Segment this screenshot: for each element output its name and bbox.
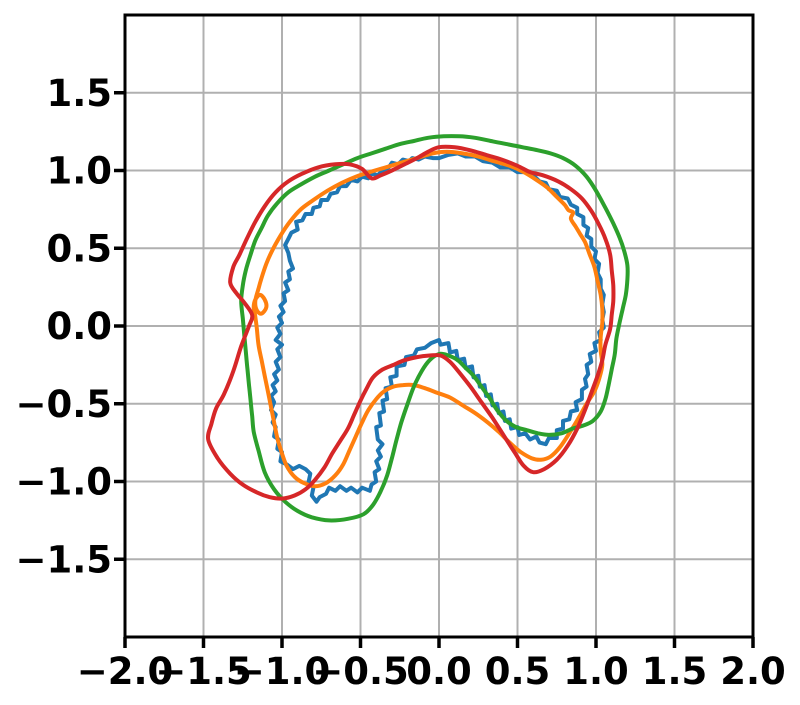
x-tick-label: −0.5 bbox=[312, 650, 409, 693]
y-tick-label: −0.5 bbox=[15, 383, 112, 426]
ticks bbox=[114, 91, 755, 648]
x-tick-label: 0.5 bbox=[485, 650, 551, 693]
series-group bbox=[205, 134, 630, 523]
tick-labels: −2.0−1.5−1.0−0.50.0 0.5 1.0 1.5 2.01.51.00.5… bbox=[15, 72, 785, 693]
y-tick-label: 1.5 bbox=[46, 72, 112, 115]
y-tick-label: −1.0 bbox=[15, 461, 112, 504]
x-tick-label: 2.0 bbox=[720, 650, 786, 693]
series-green-smooth-contour bbox=[239, 134, 630, 523]
series-red-smooth-contour bbox=[205, 144, 616, 501]
x-tick-label: −2.0 bbox=[77, 650, 174, 693]
x-tick-label: 1.5 bbox=[642, 650, 708, 693]
x-tick-label: −1.0 bbox=[234, 650, 331, 693]
y-tick-label: 1.0 bbox=[46, 150, 112, 193]
y-tick-label: −1.5 bbox=[15, 538, 112, 581]
x-tick-label: 0.0 bbox=[406, 650, 472, 693]
y-tick-label: 0.0 bbox=[46, 305, 112, 348]
x-tick-label: 1.0 bbox=[563, 650, 629, 693]
grid bbox=[125, 15, 753, 637]
y-tick-label: 0.5 bbox=[46, 227, 112, 270]
x-tick-label: −1.5 bbox=[155, 650, 252, 693]
series-orange-smooth-contour bbox=[251, 149, 605, 489]
